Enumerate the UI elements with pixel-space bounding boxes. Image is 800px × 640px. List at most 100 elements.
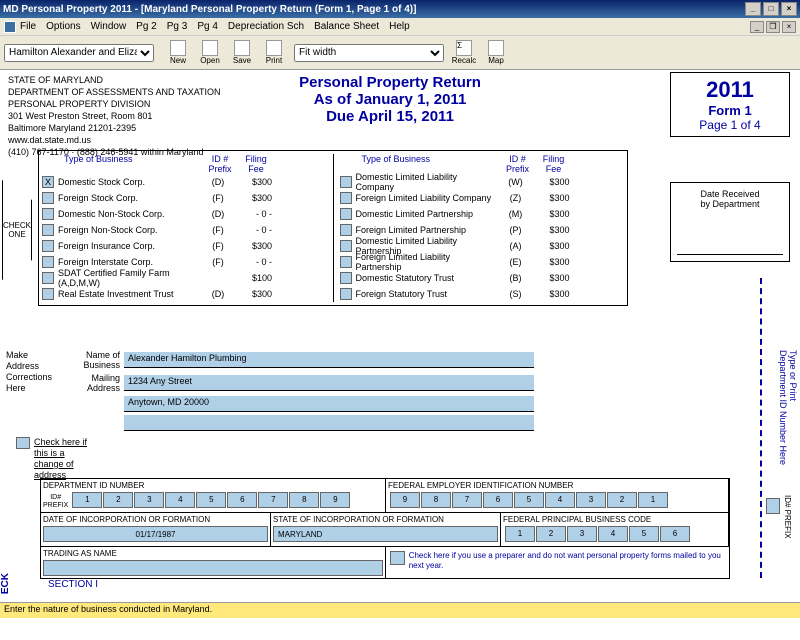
menu-pg4[interactable]: Pg 4 [197,21,218,32]
save-button[interactable]: Save [227,40,257,65]
biz-checkbox[interactable] [42,192,54,204]
zoom-select[interactable]: Fit width [294,44,444,62]
biz-checkbox[interactable] [42,256,54,268]
address-line3[interactable] [124,415,534,431]
fedcode-cell[interactable]: 2 [536,526,566,542]
deptid-cell[interactable]: 8 [289,492,319,508]
deptid-cell[interactable]: 5 [196,492,226,508]
mdi-minimize[interactable]: _ [750,21,764,33]
fedcode-cell[interactable]: 5 [629,526,659,542]
open-icon [202,40,218,56]
save-icon [234,40,250,56]
fein-cell[interactable]: 7 [452,492,482,508]
header-title: Personal Property Return As of January 1… [260,74,520,125]
section1-label: SECTION I [48,579,98,590]
vertical-instruction: Type or Print Department ID Number Here [778,350,798,465]
map-icon [488,40,504,56]
menu-options[interactable]: Options [46,21,80,32]
fedcode-cell[interactable]: 4 [598,526,628,542]
date-received-box: Date Received by Department [670,182,790,262]
change-address-checkbox[interactable] [16,437,30,449]
dashed-cutline [760,278,762,578]
biz-checkbox[interactable] [42,272,54,284]
biz-checkbox[interactable]: X [42,176,54,188]
fedcode-cell[interactable]: 1 [505,526,535,542]
check-one-flag: CHECK ONE [2,180,32,280]
toolbar: Hamilton Alexander and Eliza New Open Sa… [0,36,800,70]
deptid-cell[interactable]: 1 [72,492,102,508]
biz-checkbox[interactable] [42,224,54,236]
idprefix-side-label: ID# PREFIX [783,495,792,539]
biz-checkbox[interactable] [340,224,352,236]
deptid-cell[interactable]: 4 [165,492,195,508]
fein-cell[interactable]: 8 [421,492,451,508]
maximize-button[interactable]: □ [763,2,779,16]
business-name-field[interactable]: Alexander Hamilton Plumbing [124,352,534,368]
fein-cell[interactable]: 9 [390,492,420,508]
mdi-close[interactable]: × [782,21,796,33]
print-button[interactable]: Print [259,40,289,65]
id-box: DEPARTMENT ID NUMBER ID# PREFIX123456789… [40,478,730,579]
fedcode-cell[interactable]: 3 [567,526,597,542]
eck-label: ECK [0,573,11,594]
deptid-cell[interactable]: 6 [227,492,257,508]
menubar: File Options Window Pg 2 Pg 3 Pg 4 Depre… [0,18,800,36]
fein-cell[interactable]: 2 [607,492,637,508]
recalc-button[interactable]: ΣRecalc [449,40,479,65]
fein-cell[interactable]: 6 [483,492,513,508]
menu-balsheet[interactable]: Balance Sheet [314,21,379,32]
print-icon [266,40,282,56]
address-side-label: Make Address Corrections Here [6,350,61,394]
biz-checkbox[interactable] [42,208,54,220]
new-button[interactable]: New [163,40,193,65]
biz-checkbox[interactable] [340,176,352,188]
address-section: Make Address Corrections Here Name of Bu… [6,350,626,481]
date-incorporation-field[interactable]: 01/17/1987 [43,526,268,542]
fein-cell[interactable]: 4 [545,492,575,508]
deptid-cell[interactable]: 2 [103,492,133,508]
menu-window[interactable]: Window [91,21,127,32]
change-address-label: Check here if this is a change of addres… [34,437,94,481]
menu-depsch[interactable]: Depreciation Sch [228,21,304,32]
biz-checkbox[interactable] [42,288,54,300]
document: STATE OF MARYLAND DEPARTMENT OF ASSESSME… [0,70,800,618]
biz-checkbox[interactable] [340,192,352,204]
menu-help[interactable]: Help [389,21,410,32]
state-incorporation-field[interactable]: MARYLAND [273,526,498,542]
statusbar: Enter the nature of business conducted i… [0,602,800,618]
menu-file[interactable]: File [20,21,36,32]
fein-cell[interactable]: 1 [638,492,668,508]
mdi-restore[interactable]: ❐ [766,21,780,33]
app-icon [4,21,16,33]
fedcode-cell[interactable]: 6 [660,526,690,542]
open-button[interactable]: Open [195,40,225,65]
deptid-cell[interactable]: 9 [320,492,350,508]
biz-checkbox[interactable] [340,208,352,220]
header-address: STATE OF MARYLAND DEPARTMENT OF ASSESSME… [8,74,221,158]
mailing-address-field[interactable]: 1234 Any Street [124,375,534,391]
biz-checkbox[interactable] [340,240,352,252]
idprefix-side-box[interactable] [766,498,780,514]
biz-checkbox[interactable] [42,240,54,252]
fein-cell[interactable]: 5 [514,492,544,508]
biz-checkbox[interactable] [340,256,352,268]
year-box: 2011 Form 1 Page 1 of 4 [670,72,790,137]
biz-checkbox[interactable] [340,288,352,300]
business-type-box: Type of BusinessID #PrefixFilingFeeXDome… [38,150,628,306]
trading-name-field[interactable] [43,560,383,576]
biz-checkbox[interactable] [340,272,352,284]
window-title: MD Personal Property 2011 - [Maryland Pe… [3,4,416,15]
deptid-cell[interactable]: 7 [258,492,288,508]
menu-pg3[interactable]: Pg 3 [167,21,188,32]
map-button[interactable]: Map [481,40,511,65]
recalc-icon: Σ [456,40,472,56]
titlebar: MD Personal Property 2011 - [Maryland Pe… [0,0,800,18]
client-select[interactable]: Hamilton Alexander and Eliza [4,44,154,62]
fein-cell[interactable]: 3 [576,492,606,508]
menu-pg2[interactable]: Pg 2 [136,21,157,32]
preparer-checkbox[interactable] [390,551,405,565]
close-button[interactable]: × [781,2,797,16]
deptid-cell[interactable]: 3 [134,492,164,508]
city-field[interactable]: Anytown, MD 20000 [124,396,534,412]
minimize-button[interactable]: _ [745,2,761,16]
